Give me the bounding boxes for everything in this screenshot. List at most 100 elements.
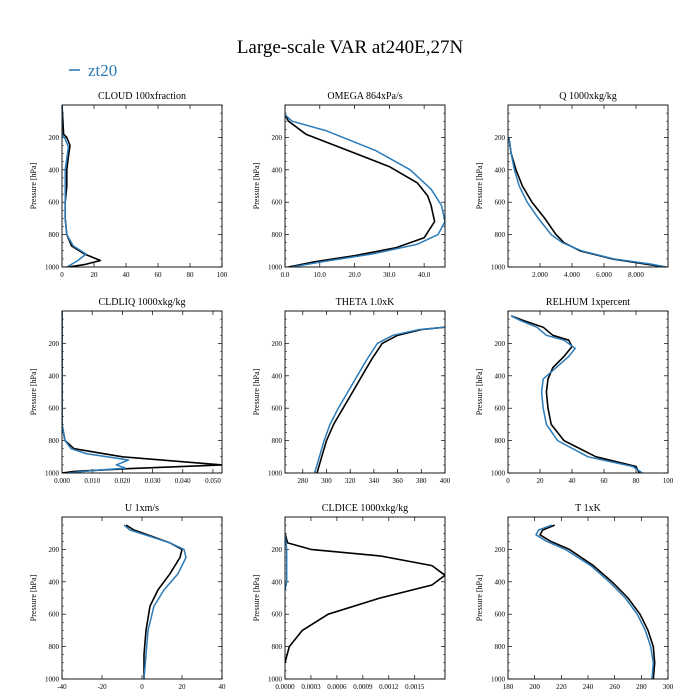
x-tick-label: 0.020 [115, 477, 131, 485]
x-tick-label: 6.000 [596, 271, 612, 279]
series-line-zt20 [62, 105, 87, 267]
panels: CLOUD 100xfraction Pressure [hPa] 0 20 40 60 8… [29, 91, 674, 691]
panel-title: THETA 1.0xK [336, 297, 395, 308]
panel: U 1xm/s Pressure [hPa] -40 -20 0 20 40 200 400 60… [29, 503, 226, 691]
series-line-reference [125, 524, 183, 679]
y-tick-label: 400 [49, 372, 60, 380]
y-tick-label: 600 [49, 199, 60, 207]
y-tick-label: 1000 [491, 676, 506, 684]
y-axis-label: Pressure [hPa] [252, 574, 261, 621]
y-tick-label: 600 [49, 405, 60, 413]
x-tick-label: 0 [60, 271, 64, 279]
x-tick-label: 220 [556, 683, 567, 691]
y-tick-label: 800 [49, 643, 60, 651]
x-tick-label: 80 [633, 477, 641, 485]
y-tick-label: 200 [272, 134, 283, 142]
legend-label: zt20 [88, 61, 117, 80]
x-tick-label: 40 [569, 477, 577, 485]
panel: Q 1000xkg/kg Pressure [hPa] 2.000 4.000 6.00… [475, 91, 669, 279]
y-axis-label: Pressure [hPa] [29, 574, 38, 621]
panel: THETA 1.0xK Pressure [hPa] 280 300 320 340 360… [252, 297, 451, 485]
plot-frame [507, 104, 669, 268]
y-tick-label: 400 [49, 166, 60, 174]
y-axis-label: Pressure [hPa] [252, 162, 261, 209]
y-tick-label: 800 [272, 643, 283, 651]
series-line-reference [285, 114, 436, 267]
x-tick-label: 0.040 [175, 477, 191, 485]
panel: CLDLIQ 1000xkg/kg Pressure [hPa] 0.000 0.01… [29, 297, 223, 485]
series-line-reference [508, 137, 665, 267]
x-tick-label: 0 [506, 477, 510, 485]
y-tick-label: 1000 [45, 676, 60, 684]
series-line-zt20 [510, 315, 643, 473]
panel-title: Q 1000xkg/kg [559, 91, 617, 102]
figure-title: Large-scale VAR at240E,27N [237, 37, 464, 58]
y-tick-label: 200 [49, 546, 60, 554]
y-tick-label: 600 [272, 611, 283, 619]
y-tick-label: 200 [49, 340, 60, 348]
y-tick-label: 800 [49, 437, 60, 445]
x-tick-label: 400 [440, 477, 451, 485]
y-tick-label: 400 [495, 372, 506, 380]
y-tick-label: 800 [495, 231, 506, 239]
x-tick-label: 0.0015 [405, 683, 425, 691]
x-tick-label: 20 [537, 477, 545, 485]
panel-title: CLOUD 100xfraction [98, 91, 186, 102]
panel-title: OMEGA 864xPa/s [327, 91, 402, 102]
y-tick-label: 600 [272, 405, 283, 413]
y-tick-label: 200 [495, 546, 506, 554]
x-tick-label: 280 [298, 477, 309, 485]
x-tick-label: 60 [155, 271, 163, 279]
panel-title: CLDICE 1000xkg/kg [322, 503, 408, 514]
y-tick-label: 1000 [268, 676, 283, 684]
y-axis-label: Pressure [hPa] [475, 162, 484, 209]
x-tick-label: 180 [503, 683, 514, 691]
legend: zt20 [69, 61, 117, 80]
y-tick-label: 200 [49, 134, 60, 142]
x-tick-label: 320 [345, 477, 356, 485]
x-tick-label: 0.000 [54, 477, 70, 485]
y-tick-label: 400 [495, 578, 506, 586]
x-tick-label: 8.000 [628, 271, 644, 279]
y-tick-label: 400 [272, 372, 283, 380]
y-tick-label: 200 [495, 340, 506, 348]
panel-title: U 1xm/s [125, 503, 159, 514]
y-axis-label: Pressure [hPa] [252, 368, 261, 415]
y-tick-label: 600 [495, 199, 506, 207]
panel-title: RELHUM 1xpercent [546, 297, 630, 308]
series-line-reference [62, 311, 222, 473]
x-tick-label: 240 [583, 683, 594, 691]
x-tick-label: 300 [663, 683, 674, 691]
y-tick-label: 600 [272, 199, 283, 207]
y-tick-label: 800 [495, 643, 506, 651]
panel-title: T 1xK [575, 503, 601, 514]
panel: OMEGA 864xPa/s Pressure [hPa] 0.0 10.0 20.0 3… [252, 91, 446, 279]
x-tick-label: 2.000 [532, 271, 548, 279]
x-tick-label: 200 [529, 683, 540, 691]
y-tick-label: 1000 [45, 264, 60, 272]
y-tick-label: 200 [272, 340, 283, 348]
panel-title: CLDLIQ 1000xkg/kg [99, 297, 186, 308]
y-axis-label: Pressure [hPa] [29, 162, 38, 209]
series-line-reference [316, 326, 445, 473]
x-tick-label: 40 [123, 271, 131, 279]
x-tick-label: 0.0 [281, 271, 290, 279]
plot-frame [284, 310, 446, 474]
y-tick-label: 600 [495, 405, 506, 413]
x-tick-label: -20 [97, 683, 107, 691]
y-tick-label: 400 [272, 166, 283, 174]
x-tick-label: 0.0000 [275, 683, 295, 691]
series-line-reference [62, 105, 102, 267]
y-tick-label: 1000 [491, 264, 506, 272]
plot-frame [61, 516, 223, 680]
plot-frame [507, 310, 669, 474]
x-tick-label: 0.0012 [379, 683, 399, 691]
series-line-zt20 [508, 137, 667, 267]
panel: T 1xK Pressure [hPa] 180 200 220 240 260 280 300… [475, 503, 674, 691]
x-tick-label: 40.0 [418, 271, 431, 279]
x-tick-label: 0.0009 [353, 683, 373, 691]
series-line-zt20 [123, 524, 187, 679]
plot-frame [61, 104, 223, 268]
x-tick-label: 280 [636, 683, 647, 691]
